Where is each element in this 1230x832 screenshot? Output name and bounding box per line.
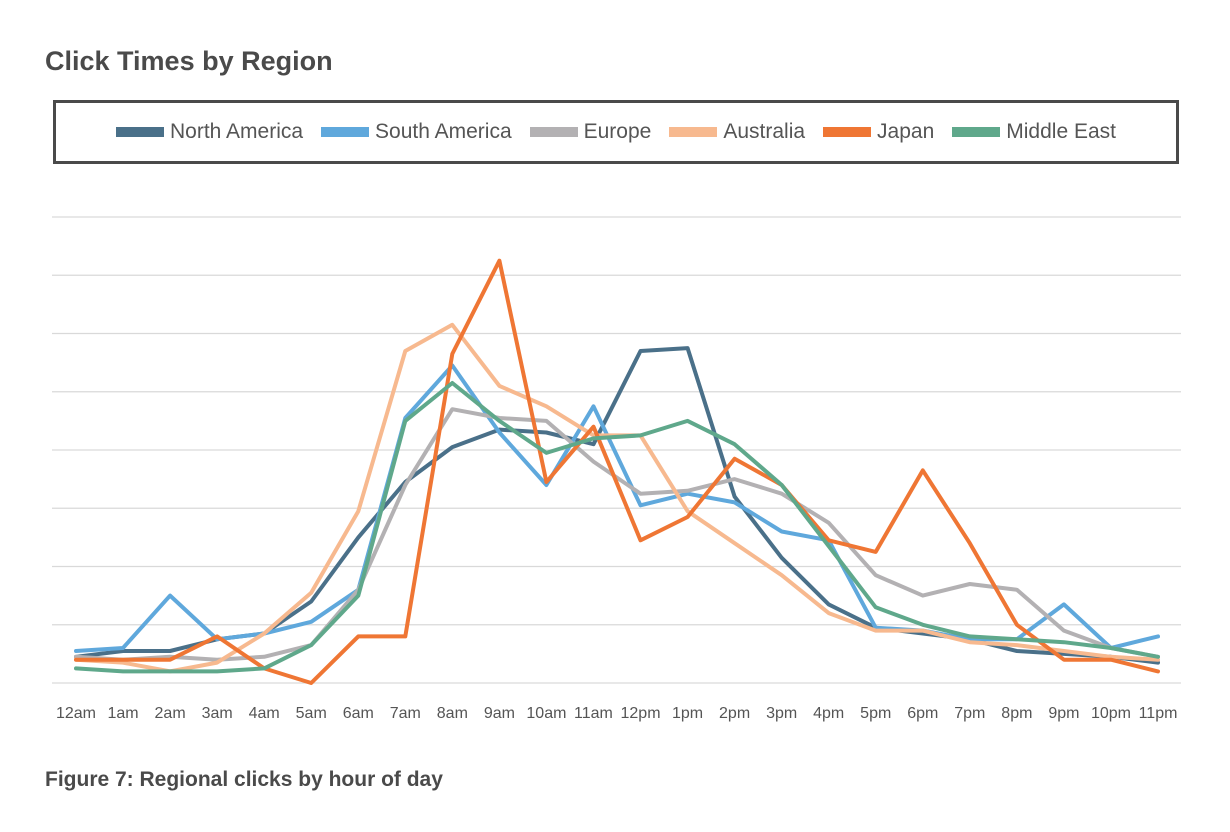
legend-label: Australia	[723, 120, 806, 143]
series-line-europe	[74, 407, 1160, 662]
x-tick-label: 4am	[249, 705, 280, 722]
x-tick-label: 7am	[390, 705, 421, 722]
legend-label: South America	[375, 120, 512, 143]
legend-label: North America	[170, 120, 304, 143]
legend-swatch	[529, 127, 578, 137]
legend: North America South America Europe Australi…	[53, 100, 1179, 164]
x-tick-label: 3pm	[766, 705, 797, 722]
legend-swatch	[823, 127, 872, 137]
legend-item: Europe	[529, 120, 652, 144]
legend-label: Middle East	[1006, 120, 1116, 143]
legend-swatch	[116, 127, 164, 137]
figure-caption: Figure 7: Regional clicks by hour of day	[45, 768, 443, 791]
x-tick-label: 10am	[526, 705, 566, 722]
x-tick-label: 4pm	[813, 705, 844, 722]
x-tick-label: 5pm	[860, 705, 891, 722]
legend-label: Europe	[583, 120, 652, 143]
legend-swatch	[952, 127, 1001, 137]
series-layer	[74, 258, 1160, 685]
grid-layer	[52, 216, 1181, 684]
x-tick-label: 8pm	[1001, 705, 1032, 722]
x-tick-label: 11am	[574, 705, 613, 722]
x-tick-label: 1pm	[672, 705, 703, 722]
series-line-australia	[74, 322, 1160, 674]
x-tick-label: 6am	[343, 705, 374, 722]
legend-swatch	[669, 127, 718, 137]
x-tick-label: 12am	[56, 705, 96, 722]
series-line-south-america	[74, 363, 1160, 653]
x-tick-label: 2am	[155, 705, 186, 722]
x-tick-label: 6pm	[907, 705, 938, 722]
x-tick-label: 1am	[107, 705, 138, 722]
x-tick-label: 11pm	[1139, 705, 1178, 722]
x-tick-label: 9pm	[1048, 705, 1079, 722]
series-line-north-america	[74, 346, 1160, 665]
x-tick-label: 9am	[484, 705, 515, 722]
series-line-japan	[74, 258, 1160, 685]
series-line-middle-east	[74, 381, 1160, 674]
legend-item: North America	[116, 120, 303, 144]
legend-swatch	[321, 127, 370, 137]
x-axis-ticks: 12am 1am 2am 3am 4am 5am 6am 7am 8am 9am 10am 11am 1…	[56, 705, 1177, 722]
x-tick-label: 5am	[296, 705, 327, 722]
x-tick-label: 12pm	[621, 705, 661, 722]
x-tick-label: 2pm	[719, 705, 750, 722]
legend-item: Japan	[823, 120, 934, 144]
legend-label: Japan	[877, 120, 935, 143]
x-tick-label: 3am	[202, 705, 233, 722]
legend-item: South America	[321, 120, 512, 144]
x-tick-label: 7pm	[954, 705, 985, 722]
x-tick-label: 8am	[437, 705, 468, 722]
legend-item: Australia	[669, 120, 805, 144]
x-tick-label: 10pm	[1091, 705, 1131, 722]
legend-item: Middle East	[952, 120, 1116, 144]
chart-title: Click Times by Region	[45, 46, 333, 76]
